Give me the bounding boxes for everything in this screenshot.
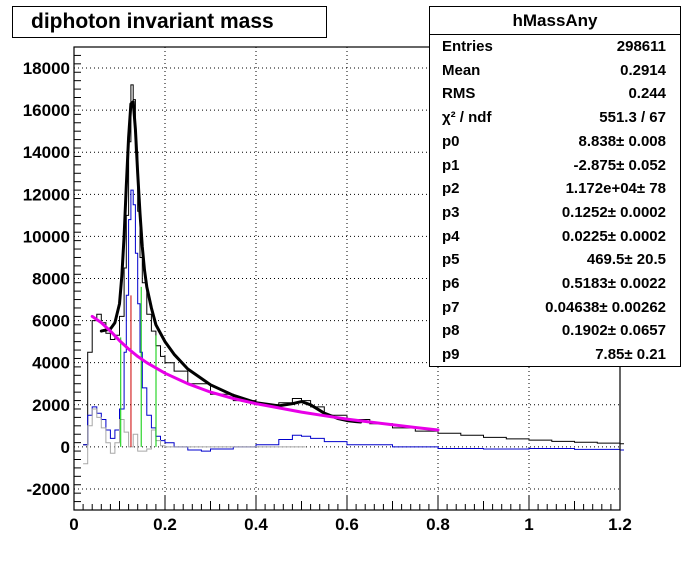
y-tick-label: 8000 (32, 270, 70, 289)
stats-row: p2 1.172e+04± 78 (430, 177, 680, 200)
y-tick-label: 12000 (23, 185, 70, 204)
y-tick-label: 2000 (32, 396, 70, 415)
y-tick-label: 4000 (32, 354, 70, 373)
x-tick-label: 0.2 (153, 515, 177, 534)
x-tick-label: 0.8 (426, 515, 450, 534)
stats-value: 8.838± 0.008 (578, 132, 666, 150)
stats-row: p1 -2.875± 0.052 (430, 154, 680, 177)
stats-row: Mean 0.2914 (430, 59, 680, 82)
stats-key: p6 (442, 275, 460, 292)
stats-row: RMS 0.244 (430, 82, 680, 105)
stats-row: p0 8.838± 0.008 (430, 130, 680, 153)
stats-key: p8 (442, 322, 460, 340)
stats-value: 0.2914 (620, 61, 666, 79)
stats-key: p7 (442, 298, 460, 316)
y-tick-label: 10000 (23, 227, 70, 246)
stats-value: 0.5183± 0.0022 (561, 275, 666, 292)
stats-box: hMassAny Entries 298611 Mean 0.2914 RMS 0.244… (429, 6, 681, 367)
stats-value: 469.5± 20.5 (586, 251, 666, 269)
y-tick-label: 0 (61, 438, 70, 457)
stats-row: p7 0.04638± 0.00262 (430, 296, 680, 319)
stats-row: p8 0.1902± 0.0657 (430, 319, 680, 342)
stats-value: 0.04638± 0.00262 (545, 298, 666, 316)
axis-ticks (73, 46, 621, 511)
x-tick-label: 1 (524, 515, 533, 534)
stats-key: Entries (442, 38, 493, 55)
stats-key: RMS (442, 85, 476, 103)
y-tick-label: 6000 (32, 312, 70, 331)
y-tick-label: 16000 (23, 101, 70, 120)
x-tick-label: 1.2 (608, 515, 632, 534)
stats-row: p4 0.0225± 0.0002 (430, 225, 680, 248)
stats-key: p3 (442, 203, 460, 221)
stats-key: p4 (442, 227, 460, 245)
stats-value: -2.875± 0.052 (573, 156, 666, 174)
stats-key: p9 (442, 346, 460, 364)
stats-value: 7.85± 0.21 (595, 346, 666, 364)
stats-value: 0.1252± 0.0002 (561, 203, 666, 221)
stats-row: p6 0.5183± 0.0022 (430, 272, 680, 295)
axis-tick-labels: 0 0.2 0.4 0.6 0.8 1 1.2 -2000 0 2000 4000 6000 8000 1… (23, 59, 632, 534)
fit-curve (99, 100, 363, 424)
y-tick-label: -2000 (27, 480, 70, 499)
y-tick-label: 18000 (23, 59, 70, 78)
stats-value: 551.3 / 67 (599, 109, 666, 127)
stats-key: χ² / ndf (442, 109, 492, 127)
grid-lines (74, 47, 620, 510)
x-tick-label: 0.6 (335, 515, 359, 534)
histogram-series (83, 189, 624, 452)
plot-series (83, 84, 624, 465)
stats-key: p2 (442, 180, 460, 198)
plot-title: diphoton invariant mass (31, 10, 274, 33)
stats-row: p3 0.1252± 0.0002 (430, 201, 680, 224)
stats-row: p5 469.5± 20.5 (430, 248, 680, 271)
x-tick-label: 0 (69, 515, 78, 534)
y-tick-label: 14000 (23, 143, 70, 162)
stats-key: Mean (442, 61, 481, 79)
plot-title-box: diphoton invariant mass (12, 6, 327, 38)
stats-value: 0.1902± 0.0657 (561, 322, 666, 340)
stats-key: p0 (442, 132, 460, 150)
stats-key: p5 (442, 251, 460, 269)
stats-key: p1 (442, 156, 460, 174)
stats-row: Entries 298611 (430, 35, 680, 58)
stats-value: 1.172e+04± 78 (565, 180, 666, 198)
stats-row: χ² / ndf 551.3 / 67 (430, 106, 680, 129)
histogram-series (83, 408, 306, 465)
stats-value: 0.244 (628, 85, 666, 103)
stats-value: 298611 (616, 38, 666, 55)
fit-curve (90, 314, 440, 432)
stats-row: p9 7.85± 0.21 (430, 343, 680, 366)
x-tick-label: 0.4 (244, 515, 268, 534)
histogram-series (83, 84, 624, 446)
stats-histogram-name: hMassAny (430, 7, 680, 35)
stats-value: 0.0225± 0.0002 (561, 227, 666, 245)
